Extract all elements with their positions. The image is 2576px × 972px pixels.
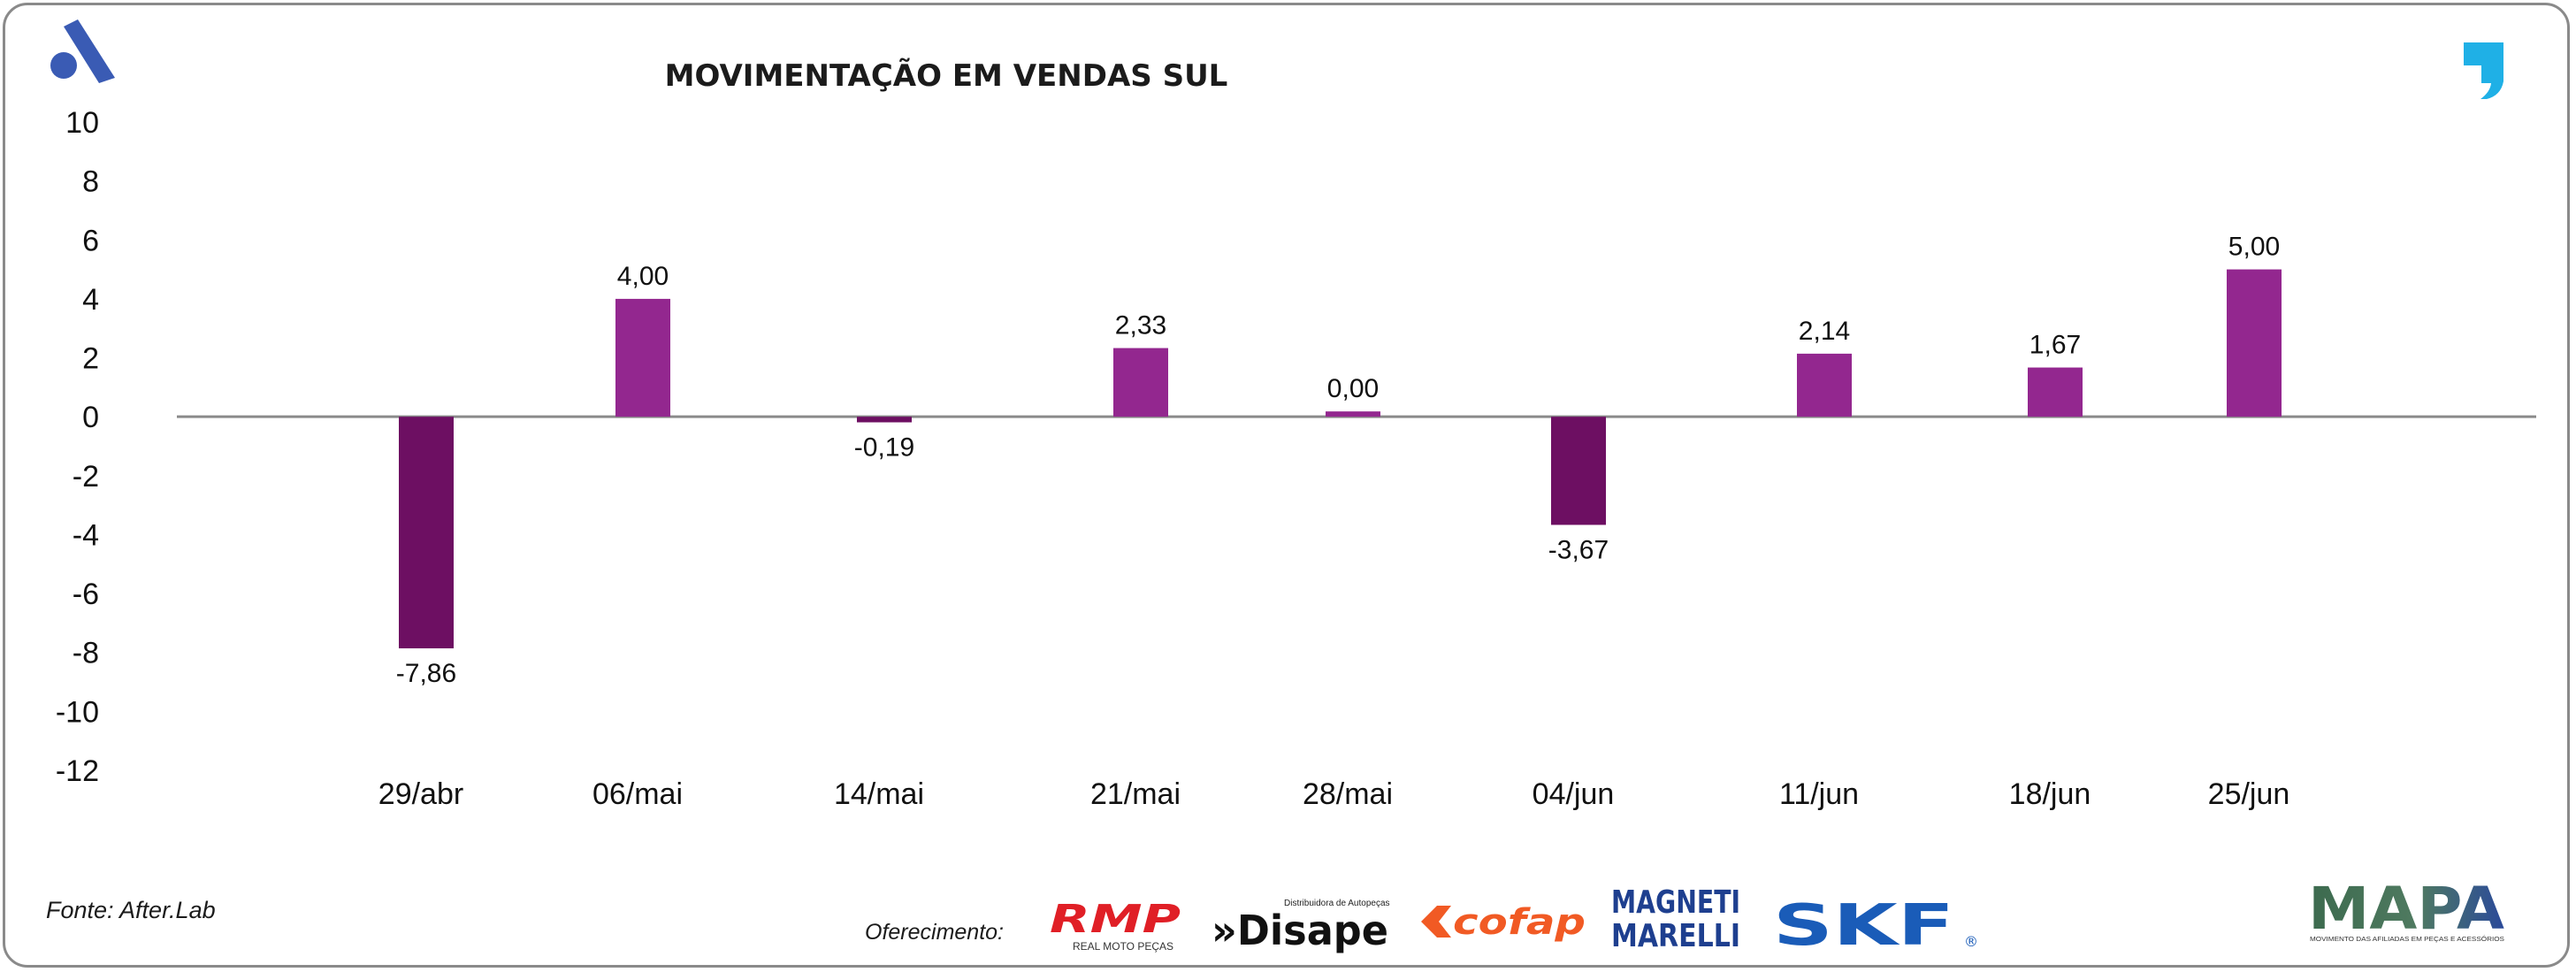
y-axis: 10 8 6 4 2 0 -2 -4 -6 -8 -10 -12 (56, 106, 99, 788)
mapa-logo: MAPA MOVIMENTO DAS AFILIADAS EM PEÇAS E … (2308, 876, 2504, 943)
x-tick-label: 04/jun (1533, 777, 1615, 811)
bar-28/mai (1326, 411, 1380, 417)
data-label: 4,00 (617, 262, 669, 291)
y-tick-label: 4 (82, 283, 99, 317)
magneti-marelli-logo: MAGNETI MARELLI (1611, 884, 1740, 952)
cofap-wordmark: cofap (1453, 902, 1586, 943)
rmp-wordmark: RMP (1050, 897, 1181, 942)
sponsor-label: Oferecimento: (865, 920, 1005, 945)
x-tick-label: 28/mai (1303, 777, 1393, 811)
data-label: 0,00 (1327, 374, 1379, 403)
disape-logo: Distribuidora de Autopeças »Disape (1212, 899, 1390, 954)
rmp-subtitle: REAL MOTO PEÇAS (1073, 940, 1173, 953)
magneti-wordmark: MAGNETI (1611, 884, 1740, 921)
x-tick-label: 21/mai (1090, 777, 1181, 811)
bar-29/abr (399, 417, 454, 649)
afterlab-a-icon (50, 19, 115, 83)
y-tick-label: 0 (82, 401, 99, 434)
bar-11/jun (1797, 353, 1852, 417)
source-note: Fonte: After.Lab (46, 897, 216, 923)
bar-25/jun (2227, 269, 2282, 417)
marelli-wordmark: MARELLI (1611, 918, 1740, 952)
y-tick-label: -10 (56, 695, 99, 729)
mapa-subtitle: MOVIMENTO DAS AFILIADAS EM PEÇAS E ACESS… (2310, 935, 2504, 943)
y-tick-label: -12 (56, 754, 99, 788)
data-label: 5,00 (2228, 233, 2280, 262)
x-tick-label: 18/jun (2009, 777, 2091, 811)
bar-21/mai (1113, 348, 1168, 417)
data-labels: -7,86 4,00 -0,19 2,33 0,00 -3,67 2,14 1,67 5,00 (396, 233, 2280, 688)
bar-18/jun (2028, 367, 2083, 417)
y-tick-label: 10 (65, 106, 99, 140)
x-tick-label: 25/jun (2208, 777, 2290, 811)
bar-06/mai (615, 298, 670, 417)
x-tick-label: 29/abr (378, 777, 463, 811)
x-tick-label: 11/jun (1779, 777, 1859, 811)
y-tick-label: -8 (73, 637, 99, 670)
y-tick-label: 2 (82, 342, 99, 376)
bar-04/jun (1551, 417, 1606, 525)
bar-14/mai (857, 417, 912, 423)
y-tick-label: -2 (73, 460, 99, 494)
skf-logo: SKF ® (1773, 893, 1978, 953)
data-label: -0,19 (854, 433, 914, 463)
cofap-arrow-icon (1421, 906, 1451, 938)
y-tick-label: 6 (82, 224, 99, 257)
disape-subtitle: Distribuidora de Autopeças (1284, 899, 1390, 908)
bars (399, 269, 2282, 649)
disape-wordmark: »Disape (1212, 907, 1388, 954)
quote-comma-icon (2464, 42, 2503, 99)
x-tick-label: 14/mai (834, 777, 924, 811)
chart-title: MOVIMENTAÇÃO EM VENDAS SUL (665, 57, 1228, 94)
data-label: 2,14 (1799, 317, 1850, 346)
rmp-logo: RMP REAL MOTO PEÇAS (1048, 897, 1185, 953)
y-tick-label: -6 (73, 578, 99, 611)
skf-registered-mark: ® (1964, 933, 1978, 950)
y-tick-label: 8 (82, 165, 99, 199)
skf-wordmark: SKF (1773, 893, 1954, 953)
x-tick-label: 06/mai (592, 777, 683, 811)
cofap-logo: cofap (1421, 902, 1586, 943)
x-axis: 29/abr 06/mai 14/mai 21/mai 28/mai 04/jun 11/j… (378, 777, 2290, 811)
mapa-wordmark: MAPA (2308, 876, 2504, 943)
data-label: -7,86 (396, 659, 456, 688)
y-tick-label: -4 (73, 518, 99, 552)
data-label: 2,33 (1115, 311, 1166, 341)
data-label: 1,67 (2029, 331, 2081, 360)
data-label: -3,67 (1548, 535, 1609, 564)
